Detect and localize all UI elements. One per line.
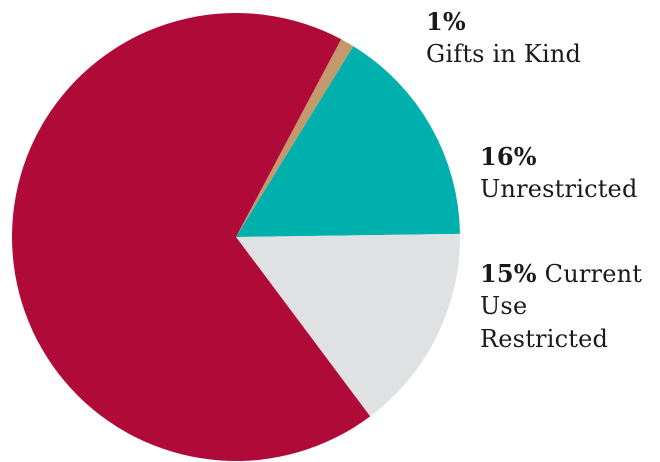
label-gifts-in-kind-text: Gifts in Kind [426, 40, 582, 69]
label-unrestricted: 16% Unrestricted [480, 141, 638, 206]
label-unrestricted-percent: 16% [480, 142, 537, 171]
pie-slice-gifts-in-kind [236, 39, 354, 237]
pie-slice-main [12, 12, 371, 461]
pie-slice-current-use-restricted [236, 233, 461, 417]
label-current-use-restricted-text-1: Current [544, 260, 643, 288]
label-current-use-restricted: 15% Current Use Restricted [480, 258, 660, 355]
label-gifts-in-kind-percent: 1% [426, 7, 466, 36]
label-current-use-restricted-text-2: Use Restricted [480, 292, 609, 353]
label-unrestricted-text: Unrestricted [480, 175, 638, 204]
pie-slice-unrestricted [236, 46, 460, 237]
label-gifts-in-kind: 1% Gifts in Kind [426, 6, 581, 71]
label-current-use-restricted-percent: 15% [480, 259, 537, 288]
